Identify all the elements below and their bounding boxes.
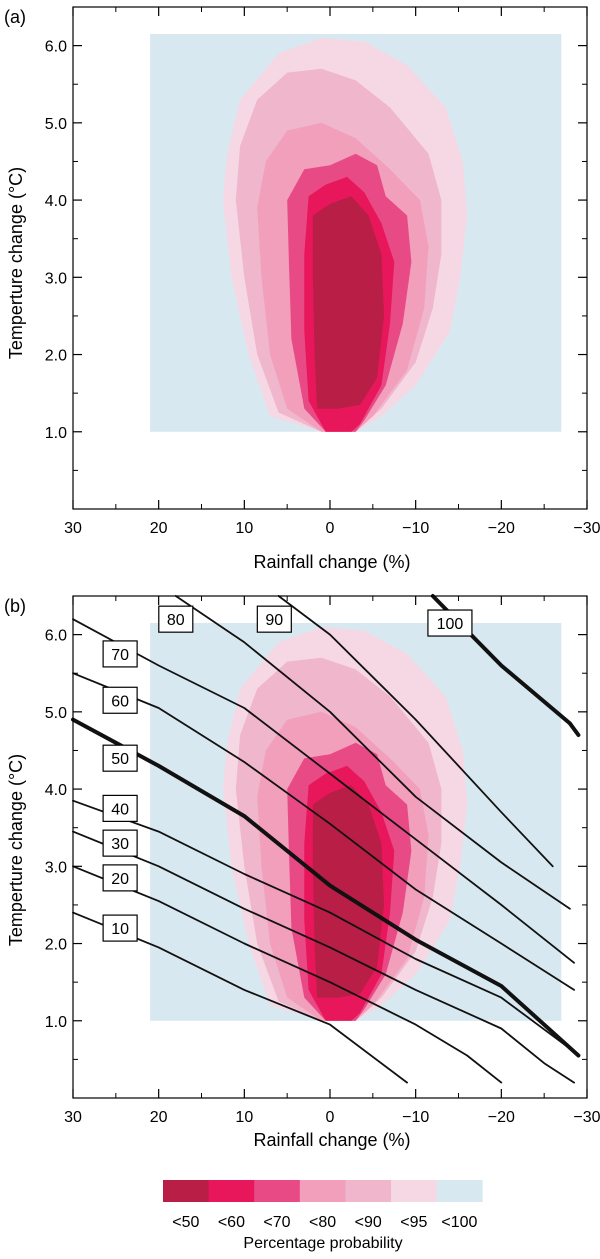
legend-title: Percentage probability bbox=[243, 1235, 402, 1252]
line-label-text: 40 bbox=[111, 801, 129, 818]
line-label-50: 50 bbox=[102, 744, 138, 772]
panel-a-label: (a) bbox=[4, 7, 26, 27]
line-label-text: 80 bbox=[167, 612, 185, 629]
x-tick-label: −30 bbox=[573, 520, 600, 537]
x-tick-label: 20 bbox=[150, 1109, 168, 1126]
line-label-90: 90 bbox=[256, 605, 292, 633]
legend-label: <70 bbox=[263, 1214, 290, 1231]
line-label-text: 60 bbox=[111, 693, 129, 710]
region-lt50 bbox=[312, 196, 384, 409]
legend-swatch-lt80 bbox=[299, 1180, 346, 1202]
line-label-text: 30 bbox=[111, 836, 129, 853]
risk-line-80 bbox=[174, 595, 571, 910]
line-label-40: 40 bbox=[102, 794, 138, 822]
risk-line-50 bbox=[71, 717, 581, 1058]
y-tick-label: 4.0 bbox=[45, 193, 67, 210]
legend-swatch-lt50 bbox=[163, 1180, 210, 1202]
x-tick-label: −20 bbox=[488, 1109, 515, 1126]
line-label-box bbox=[256, 605, 292, 633]
line-label-text: 20 bbox=[111, 871, 129, 888]
y-tick-label: 6.0 bbox=[45, 39, 67, 56]
legend-label: <90 bbox=[355, 1214, 382, 1231]
panel-b-line-labels: 10 20 30 40 50 60 70 80 90 100 bbox=[102, 605, 473, 942]
x-tick-label: 30 bbox=[64, 520, 82, 537]
panel-a-plot-area bbox=[150, 34, 562, 432]
region-lt50 bbox=[312, 785, 384, 998]
line-label-box bbox=[102, 686, 138, 714]
risk-line-60 bbox=[72, 672, 575, 991]
panel-a-axes: 30 20 10 0 −10 −20 −30 1.0 2.0 3.0 4.0 5.0 6.0 bbox=[45, 6, 600, 537]
risk-line-30 bbox=[72, 830, 575, 1084]
y-tick-label: 5.0 bbox=[45, 705, 67, 722]
y-tick-label: 3.0 bbox=[45, 270, 67, 287]
line-label-text: 50 bbox=[111, 751, 129, 768]
line-label-60: 60 bbox=[102, 686, 138, 714]
line-label-box bbox=[102, 794, 138, 822]
line-label-box bbox=[158, 605, 194, 633]
legend-labels: <50 <60 <70 <80 <90 <95 <100 bbox=[172, 1214, 477, 1231]
line-label-text: 90 bbox=[265, 612, 283, 629]
line-label-box bbox=[102, 640, 138, 668]
line-label-text: 70 bbox=[111, 647, 129, 664]
legend: <50 <60 <70 <80 <90 <95 <100 Percentage probab… bbox=[163, 1180, 483, 1252]
line-label-70: 70 bbox=[102, 640, 138, 668]
line-label-text: 10 bbox=[111, 921, 129, 938]
legend-swatch-lt100 bbox=[436, 1180, 483, 1202]
x-tick-label: −20 bbox=[488, 520, 515, 537]
panel-a-xlabel: Rainfall change (%) bbox=[253, 552, 410, 572]
legend-label: <50 bbox=[172, 1214, 199, 1231]
line-label-box bbox=[427, 609, 473, 637]
y-tick-label: 1.0 bbox=[45, 425, 67, 442]
legend-swatch-lt90 bbox=[345, 1180, 392, 1202]
legend-label: <60 bbox=[218, 1214, 245, 1231]
line-label-20: 20 bbox=[102, 864, 138, 892]
x-tick-label: −10 bbox=[402, 520, 429, 537]
legend-label: <80 bbox=[309, 1214, 336, 1231]
legend-swatch-lt95 bbox=[391, 1180, 438, 1202]
x-tick-label: 10 bbox=[235, 520, 253, 537]
line-label-100: 100 bbox=[427, 609, 473, 637]
risk-line-40 bbox=[72, 799, 575, 1053]
x-tick-label: 30 bbox=[64, 1109, 82, 1126]
legend-swatch-lt60 bbox=[208, 1180, 255, 1202]
risk-line-20 bbox=[72, 865, 503, 1084]
legend-label: <100 bbox=[441, 1214, 477, 1231]
y-tick-label: 5.0 bbox=[45, 116, 67, 133]
panel-a: (a) 30 20 10 0 −10 −20 −30 1.0 2.0 3.0 4.0 5.0 6.0 R… bbox=[4, 6, 600, 572]
panel-b-plot-area bbox=[150, 623, 562, 1021]
x-tick-label: 0 bbox=[326, 520, 335, 537]
panel-b-label: (b) bbox=[4, 596, 26, 616]
line-label-80: 80 bbox=[158, 605, 194, 633]
line-label-text: 100 bbox=[437, 616, 464, 633]
panel-b-xlabel: Rainfall change (%) bbox=[253, 1130, 410, 1150]
line-label-10: 10 bbox=[102, 914, 138, 942]
line-label-box bbox=[102, 864, 138, 892]
y-tick-label: 6.0 bbox=[45, 628, 67, 645]
x-tick-label: 10 bbox=[235, 1109, 253, 1126]
y-tick-label: 1.0 bbox=[45, 1014, 67, 1031]
legend-label: <95 bbox=[400, 1214, 427, 1231]
line-label-box bbox=[102, 744, 138, 772]
panel-b-axes: 30 20 10 0 −10 −20 −301.02.03.04.05.06.0 bbox=[45, 595, 600, 1126]
x-tick-label: 20 bbox=[150, 520, 168, 537]
y-tick-label: 3.0 bbox=[45, 859, 67, 876]
y-tick-label: 2.0 bbox=[45, 348, 67, 365]
panel-a-ylabel: Temperture change (°C) bbox=[6, 167, 26, 359]
x-tick-label: −30 bbox=[573, 1109, 600, 1126]
y-tick-label: 4.0 bbox=[45, 782, 67, 799]
risk-line-70 bbox=[72, 618, 575, 964]
line-label-box bbox=[102, 829, 138, 857]
line-label-box bbox=[102, 914, 138, 942]
risk-line-90 bbox=[277, 595, 554, 868]
legend-swatches bbox=[163, 1180, 483, 1202]
y-tick-label: 2.0 bbox=[45, 937, 67, 954]
x-tick-label: 0 bbox=[326, 1109, 335, 1126]
line-label-30: 30 bbox=[102, 829, 138, 857]
x-tick-label: −10 bbox=[402, 1109, 429, 1126]
panel-b-ylabel: Temperture change (°C) bbox=[6, 754, 26, 946]
legend-swatch-lt70 bbox=[254, 1180, 301, 1202]
